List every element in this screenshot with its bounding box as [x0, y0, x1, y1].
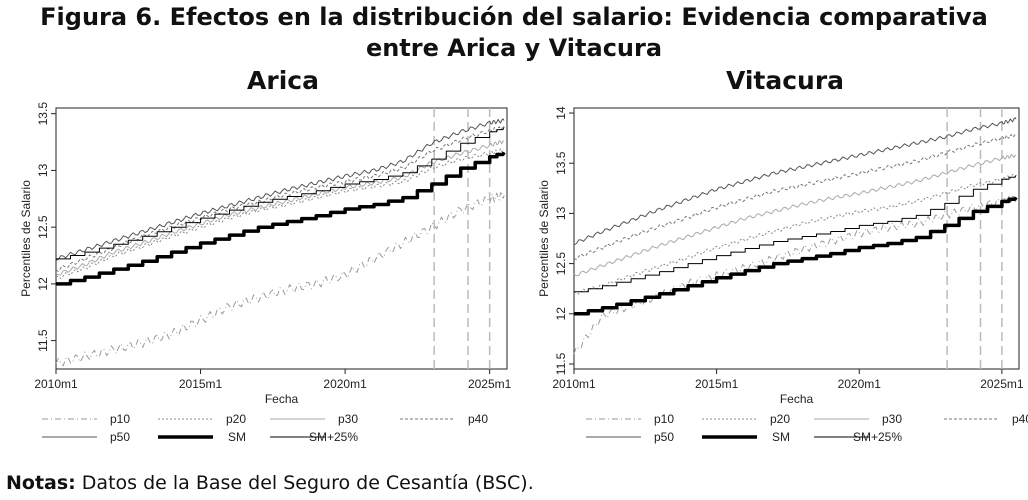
- x-tick-label: 2025m1: [980, 377, 1024, 391]
- y-tick-label: 13.5: [554, 151, 568, 175]
- x-axis-label: Fecha: [780, 392, 814, 406]
- series-line-sm: [574, 196, 1018, 316]
- x-axis-label: Fecha: [265, 392, 299, 406]
- x-tick-label: 2020m1: [323, 377, 367, 391]
- series-line-sm-plus25-pct: [574, 175, 1017, 293]
- legend-label-p30: p30: [882, 412, 902, 426]
- series-line-p30: [573, 154, 1017, 277]
- series-line-p50: [55, 118, 505, 261]
- notes-text: Datos de la Base del Seguro de Cesantía …: [75, 472, 534, 494]
- y-tick-label: 12.5: [36, 215, 50, 239]
- y-tick-label: 13: [36, 163, 50, 177]
- series-line-p10: [573, 195, 1017, 355]
- legend-label-p40: p40: [1012, 412, 1028, 426]
- x-tick-label: 2025m1: [468, 377, 512, 391]
- series-line-sm-plus25-pct: [56, 127, 505, 260]
- y-axis-label: Percentiles de Salario: [19, 180, 33, 297]
- figure-title-line1: Figura 6. Efectos en la distribución del…: [40, 3, 988, 31]
- series-line-p20: [573, 174, 1017, 295]
- series-line-p10: [55, 192, 505, 367]
- figure-title-line2: entre Arica y Vitacura: [365, 34, 663, 62]
- y-tick-label: 11.5: [554, 352, 568, 375]
- legend-label-p40: p40: [468, 412, 488, 426]
- panel-title-arica: Arica: [247, 66, 319, 95]
- y-tick-label: 11.5: [36, 329, 50, 352]
- legend-label-sm: SM: [228, 430, 246, 444]
- legend-label-p30: p30: [338, 412, 358, 426]
- legend-label-p50: p50: [110, 430, 130, 444]
- x-tick-label: 2015m1: [695, 377, 739, 391]
- x-tick-label: 2010m1: [552, 377, 596, 391]
- y-axis-label: Percentiles de Salario: [537, 180, 551, 297]
- y-tick-label: 13: [554, 206, 568, 220]
- y-tick-label: 12.5: [554, 252, 568, 276]
- x-tick-label: 2020m1: [838, 377, 882, 391]
- legend-label-p10: p10: [110, 412, 130, 426]
- figure-title: Figura 6. Efectos en la distribución del…: [0, 2, 1028, 64]
- legend-label-p20: p20: [770, 412, 790, 426]
- notes-label: Notas:: [6, 472, 76, 494]
- plot-frame: [55, 107, 508, 370]
- chart-arica: 11.5 12 12.5 13 13.5 2010m1 2015m1 2020m1 2025m1…: [19, 102, 512, 444]
- x-tick-label: 2010m1: [34, 377, 78, 391]
- series-line-p40: [573, 133, 1017, 260]
- legend-label-sm-plus25-pct: SM+25%: [309, 430, 358, 444]
- panel-title-vitacura: Vitacura: [725, 66, 845, 95]
- legend-label-p20: p20: [226, 412, 246, 426]
- y-tick-label: 12: [554, 307, 568, 321]
- x-tick-label: 2015m1: [179, 377, 223, 391]
- legend-label-p50: p50: [654, 430, 674, 444]
- y-tick-label: 14: [554, 106, 568, 120]
- y-tick-label: 13.5: [36, 102, 50, 126]
- legend-label-sm-plus25-pct: SM+25%: [853, 430, 902, 444]
- notes: Notas: Datos de la Base del Seguro de Ce…: [6, 472, 534, 494]
- series-line-p20: [56, 148, 505, 279]
- series-line-p50: [573, 117, 1017, 246]
- chart-vitacura: 11.5 12 12.5 13 13.5 14 2010m1 2015m1 2020m1 2025…: [537, 106, 1028, 444]
- series-line-sm: [56, 151, 506, 286]
- legend-label-p10: p10: [654, 412, 674, 426]
- y-tick-label: 12: [36, 277, 50, 291]
- legend-label-sm: SM: [772, 430, 790, 444]
- series-line-p40: [55, 125, 505, 272]
